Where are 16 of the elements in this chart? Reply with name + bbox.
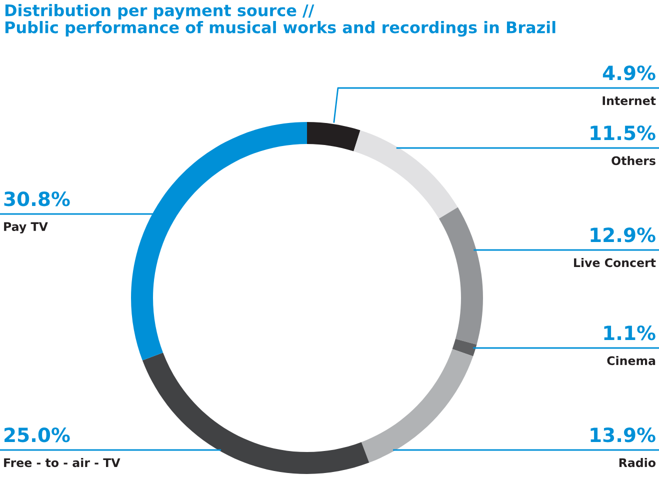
data-label: 30.8%	[4, 192, 70, 206]
data-label: 4.9%	[602, 66, 656, 80]
slice-label: Internet	[602, 96, 656, 106]
data-label: 12.9%	[590, 228, 656, 242]
data-label: 13.9%	[590, 428, 656, 442]
chart-subtitle: Public performance of musical works and recordings in Brazil	[5, 21, 556, 37]
slice-label: Others	[612, 156, 656, 166]
slice-label: Pay TV	[4, 222, 48, 234]
data-label: 11.5%	[590, 126, 656, 140]
slice-label: Radio	[619, 458, 656, 468]
slice-label: Free - to - air - TV	[4, 458, 120, 468]
chart-title: Distribution per payment source //	[5, 4, 314, 20]
data-label: 25.0%	[4, 428, 70, 442]
slice-label: Live Concert	[574, 258, 656, 268]
slice-label: Cinema	[607, 356, 656, 366]
data-label: 1.1%	[604, 326, 656, 340]
